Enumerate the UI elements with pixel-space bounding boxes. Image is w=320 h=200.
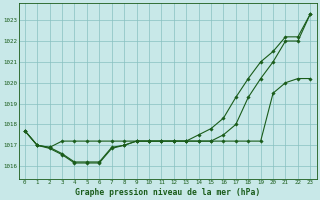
X-axis label: Graphe pression niveau de la mer (hPa): Graphe pression niveau de la mer (hPa) xyxy=(75,188,260,197)
